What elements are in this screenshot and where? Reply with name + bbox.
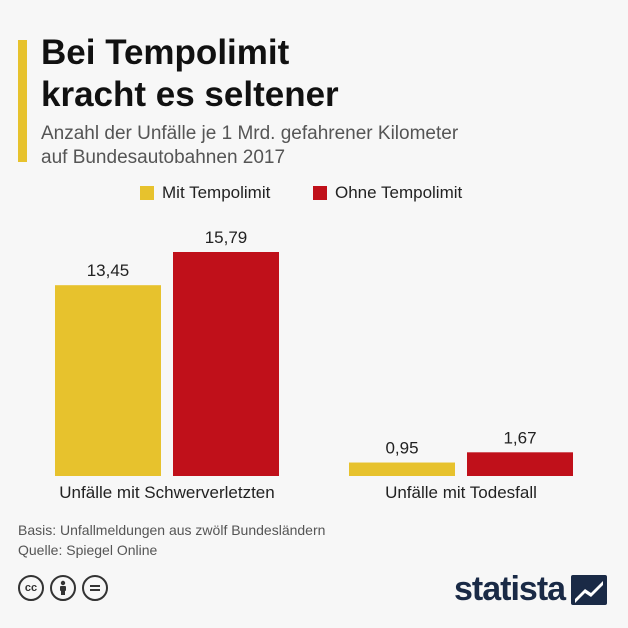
legend-label: Ohne Tempolimit <box>335 183 463 202</box>
category-label: Unfälle mit Schwerverletzten <box>59 483 274 502</box>
data-label: 1,67 <box>503 428 536 447</box>
source-note: Quelle: Spiegel Online <box>18 542 158 558</box>
statista-logo-icon <box>571 574 608 605</box>
legend-swatch <box>140 186 154 200</box>
data-label: 13,45 <box>87 261 130 280</box>
bar-ohne-tempolimit <box>467 452 573 476</box>
title-line-1: Bei Tempolimit <box>41 33 290 72</box>
no-derivatives-icon[interactable] <box>82 575 108 601</box>
license-icons: cc <box>18 575 108 601</box>
cc-icon[interactable]: cc <box>18 575 44 601</box>
title-accent-bar <box>18 40 27 162</box>
legend-swatch <box>313 186 327 200</box>
basis-note: Basis: Unfallmeldungen aus zwölf Bundesl… <box>18 522 326 538</box>
legend-item-ohne-tempolimit: Ohne Tempolimit <box>313 183 462 203</box>
data-label: 0,95 <box>385 439 418 458</box>
statista-logo[interactable]: statista <box>454 570 608 609</box>
brand-name: statista <box>454 570 566 608</box>
bar-mit-tempolimit <box>349 462 455 476</box>
legend-item-mit-tempolimit: Mit Tempolimit <box>140 183 270 203</box>
bar-mit-tempolimit <box>55 285 161 476</box>
legend-label: Mit Tempolimit <box>162 183 271 202</box>
page-title: Bei Tempolimit kracht es seltener <box>41 32 601 116</box>
subtitle: Anzahl der Unfälle je 1 Mrd. gefahrener … <box>41 122 601 170</box>
data-label: 15,79 <box>205 228 248 247</box>
bar-ohne-tempolimit <box>173 252 279 476</box>
title-line-2: kracht es seltener <box>41 75 339 114</box>
subtitle-line-2: auf Bundesautobahnen 2017 <box>41 147 286 168</box>
subtitle-line-1: Anzahl der Unfälle je 1 Mrd. gefahrener … <box>41 123 459 144</box>
legend: Mit Tempolimit Ohne Tempolimit <box>0 183 628 205</box>
attribution-icon[interactable] <box>50 575 76 601</box>
category-label: Unfälle mit Todesfall <box>385 483 537 502</box>
